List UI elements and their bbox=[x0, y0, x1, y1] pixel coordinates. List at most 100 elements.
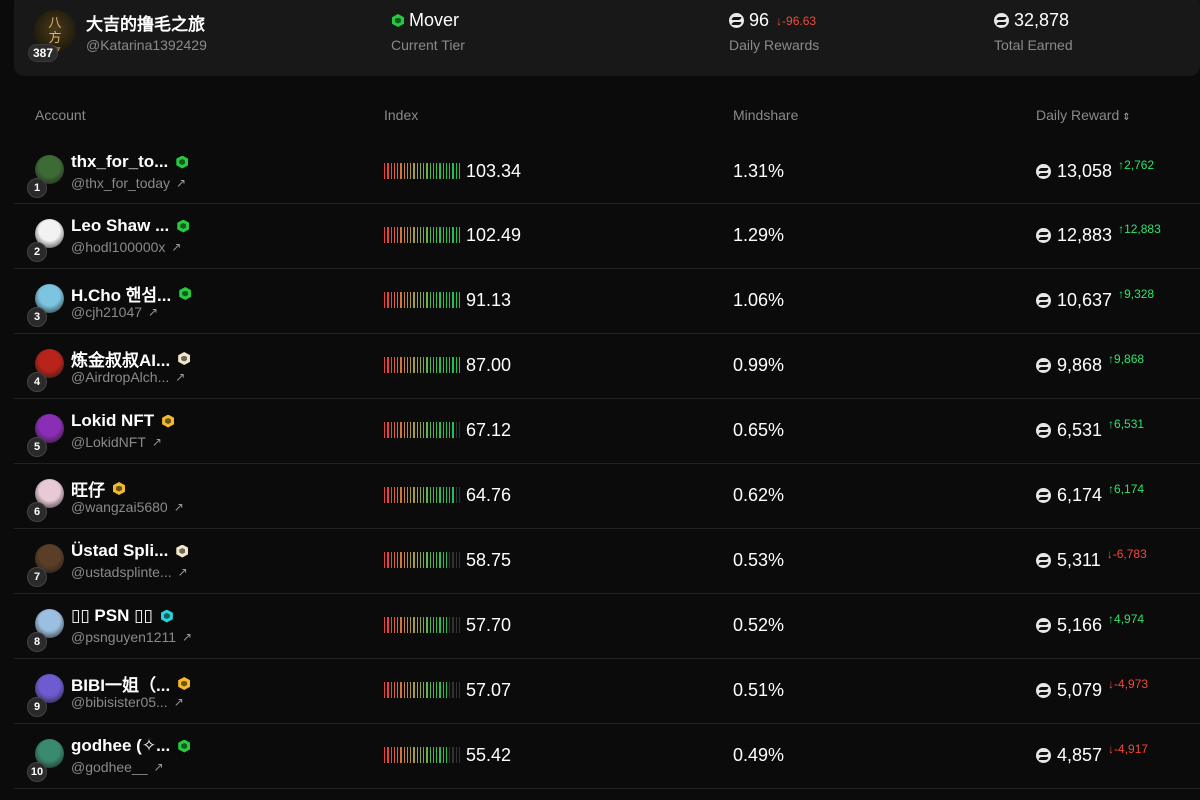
account-handle-line[interactable]: @bibisister05... ↗ bbox=[71, 694, 184, 710]
table-row[interactable]: 1 thx_for_to... @thx_for_today ↗ 103.34 1.31%… bbox=[14, 140, 1200, 204]
account-handle-line[interactable]: @wangzai5680 ↗ bbox=[71, 499, 184, 515]
index-meter-segment bbox=[406, 163, 408, 179]
account-name[interactable]: thx_for_to... bbox=[71, 152, 169, 171]
index-meter-segment bbox=[419, 617, 421, 633]
external-link-icon[interactable]: ↗ bbox=[171, 240, 182, 254]
daily-reward-header-label: Daily Reward bbox=[1036, 107, 1120, 123]
table-row[interactable]: 7 Üstad Spli... @ustadsplinte... ↗ 58.75 0.53… bbox=[14, 529, 1200, 594]
account-name-line[interactable]: Leo Shaw ... bbox=[71, 216, 190, 236]
account-handle[interactable]: @LokidNFT bbox=[71, 434, 146, 450]
coin-icon bbox=[1036, 423, 1051, 438]
account-name-line[interactable]: godhee (✧... bbox=[71, 736, 191, 756]
index-meter-segment bbox=[390, 552, 392, 568]
account-handle-line[interactable]: @ustadsplinte... ↗ bbox=[71, 564, 188, 580]
sort-icon[interactable]: ⇕ bbox=[1122, 112, 1131, 123]
account-handle-line[interactable]: @cjh21047 ↗ bbox=[71, 304, 158, 320]
account-handle-line[interactable]: @AirdropAlch... ↗ bbox=[71, 369, 185, 385]
external-link-icon[interactable]: ↗ bbox=[175, 370, 186, 384]
account-name-line[interactable]: 炼金叔叔AI... bbox=[71, 346, 191, 371]
index-meter-segment bbox=[403, 552, 405, 568]
coin-icon bbox=[1036, 748, 1051, 763]
account-name[interactable]: H.Cho 핸섬... bbox=[71, 286, 172, 305]
account-handle[interactable]: @hodl100000x bbox=[71, 239, 166, 255]
table-row[interactable]: 9 BIBI一姐（... @bibisister05... ↗ 57.07 0.51% 5,… bbox=[14, 659, 1200, 724]
index-meter-segment bbox=[442, 227, 444, 243]
index-meter-segment bbox=[403, 682, 405, 698]
account-handle-line[interactable]: @hodl100000x ↗ bbox=[71, 239, 181, 255]
index-meter-segment bbox=[397, 487, 399, 503]
index-meter-segment bbox=[416, 163, 418, 179]
account-handle[interactable]: @cjh21047 bbox=[71, 304, 143, 320]
account-handle[interactable]: @wangzai5680 bbox=[71, 499, 168, 515]
tier-badge-icon bbox=[179, 287, 192, 300]
account-handle[interactable]: @AirdropAlch... bbox=[71, 369, 170, 385]
index-meter-segment bbox=[439, 617, 441, 633]
external-link-icon[interactable]: ↗ bbox=[173, 500, 184, 514]
account-name-line[interactable]: 旺仔 bbox=[71, 476, 125, 501]
account-handle[interactable]: @thx_for_today bbox=[71, 175, 171, 191]
coin-icon bbox=[994, 13, 1009, 28]
account-handle[interactable]: @godhee__ bbox=[71, 759, 148, 775]
index-meter-segment bbox=[403, 227, 405, 243]
index-meter-segment bbox=[439, 682, 441, 698]
index-meter-segment bbox=[429, 422, 431, 438]
account-handle[interactable]: @ustadsplinte... bbox=[71, 564, 172, 580]
account-name-line[interactable]: Üstad Spli... bbox=[71, 541, 189, 561]
account-name[interactable]: Lokid NFT bbox=[71, 411, 155, 430]
account-handle-line[interactable]: @psnguyen1211 ↗ bbox=[71, 629, 192, 645]
account-name[interactable]: BIBI一姐（... bbox=[71, 676, 171, 695]
index-meter-segment bbox=[439, 292, 441, 308]
total-earned-value: 32,878 bbox=[994, 10, 1069, 31]
index-value: 64.76 bbox=[466, 485, 512, 505]
external-link-icon[interactable]: ↗ bbox=[182, 630, 193, 644]
external-link-icon[interactable]: ↗ bbox=[151, 435, 162, 449]
table-row[interactable]: 2 Leo Shaw ... @hodl100000x ↗ 102.49 1.29% 12,… bbox=[14, 204, 1200, 269]
column-header-index: Index bbox=[384, 107, 419, 123]
account-name[interactable]: ▯▯ PSN ▯▯ bbox=[71, 606, 153, 625]
external-link-icon[interactable]: ↗ bbox=[176, 176, 187, 190]
tier-badge-icon bbox=[392, 14, 404, 27]
index-meter-segment bbox=[436, 292, 438, 308]
account-name-line[interactable]: BIBI一姐（... bbox=[71, 671, 191, 696]
table-row[interactable]: 4 炼金叔叔AI... @AirdropAlch... ↗ 87.00 0.99% 9,86… bbox=[14, 334, 1200, 399]
index-value: 67.12 bbox=[466, 420, 512, 440]
external-link-icon[interactable]: ↗ bbox=[148, 305, 159, 319]
coin-icon bbox=[729, 13, 744, 28]
account-name-line[interactable]: thx_for_to... bbox=[71, 152, 189, 172]
mindshare-value: 0.99% bbox=[733, 355, 785, 375]
account-handle-line[interactable]: @godhee__ ↗ bbox=[71, 759, 164, 775]
external-link-icon[interactable]: ↗ bbox=[173, 695, 184, 709]
account-handle[interactable]: @bibisister05... bbox=[71, 694, 168, 710]
index-meter-segment bbox=[400, 292, 402, 308]
table-row[interactable]: 8 ▯▯ PSN ▯▯ @psnguyen1211 ↗ 57.70 0.52% 5,166 ↑… bbox=[14, 594, 1200, 659]
account-name-line[interactable]: H.Cho 핸섬... bbox=[71, 281, 192, 306]
index-meter-segment bbox=[419, 747, 421, 763]
account-handle-line[interactable]: @LokidNFT ↗ bbox=[71, 434, 162, 450]
external-link-icon[interactable]: ↗ bbox=[153, 760, 164, 774]
account-name[interactable]: 旺仔 bbox=[71, 481, 105, 500]
account-name[interactable]: godhee (✧... bbox=[71, 736, 171, 755]
account-handle[interactable]: @psnguyen1211 bbox=[71, 629, 177, 645]
account-name[interactable]: Leo Shaw ... bbox=[71, 216, 170, 235]
column-header-daily-reward[interactable]: Daily Reward ⇕ bbox=[1036, 107, 1131, 123]
table-row[interactable]: 3 H.Cho 핸섬... @cjh21047 ↗ 91.13 1.06% 10,637 ↑9… bbox=[14, 269, 1200, 334]
account-name[interactable]: 炼金叔叔AI... bbox=[71, 351, 171, 370]
account-handle-line[interactable]: @thx_for_today ↗ bbox=[71, 175, 186, 191]
account-name-line[interactable]: Lokid NFT bbox=[71, 411, 175, 431]
daily-reward-cell: 13,058 ↑2,762 bbox=[1036, 158, 1154, 182]
mindshare-value: 0.51% bbox=[733, 680, 785, 700]
mindshare-value: 1.31% bbox=[733, 161, 785, 181]
index-meter-segment bbox=[432, 552, 434, 568]
index-meter-segment bbox=[458, 422, 460, 438]
index-meter-segment bbox=[416, 747, 418, 763]
index-meter-segment bbox=[429, 747, 431, 763]
index-meter-segment bbox=[384, 357, 386, 373]
external-link-icon[interactable]: ↗ bbox=[177, 565, 188, 579]
table-row[interactable]: 10 godhee (✧... @godhee__ ↗ 55.42 0.49% 4,857 ↓… bbox=[14, 724, 1200, 789]
account-name-line[interactable]: ▯▯ PSN ▯▯ bbox=[71, 606, 173, 626]
table-row[interactable]: 5 Lokid NFT @LokidNFT ↗ 67.12 0.65% 6,531 ↑6,53… bbox=[14, 399, 1200, 464]
index-meter-segment bbox=[410, 227, 412, 243]
account-name[interactable]: Üstad Spli... bbox=[71, 541, 169, 560]
table-row[interactable]: 6 旺仔 @wangzai5680 ↗ 64.76 0.62% 6,174 ↑6,174 bbox=[14, 464, 1200, 529]
index-meter-segment bbox=[406, 292, 408, 308]
